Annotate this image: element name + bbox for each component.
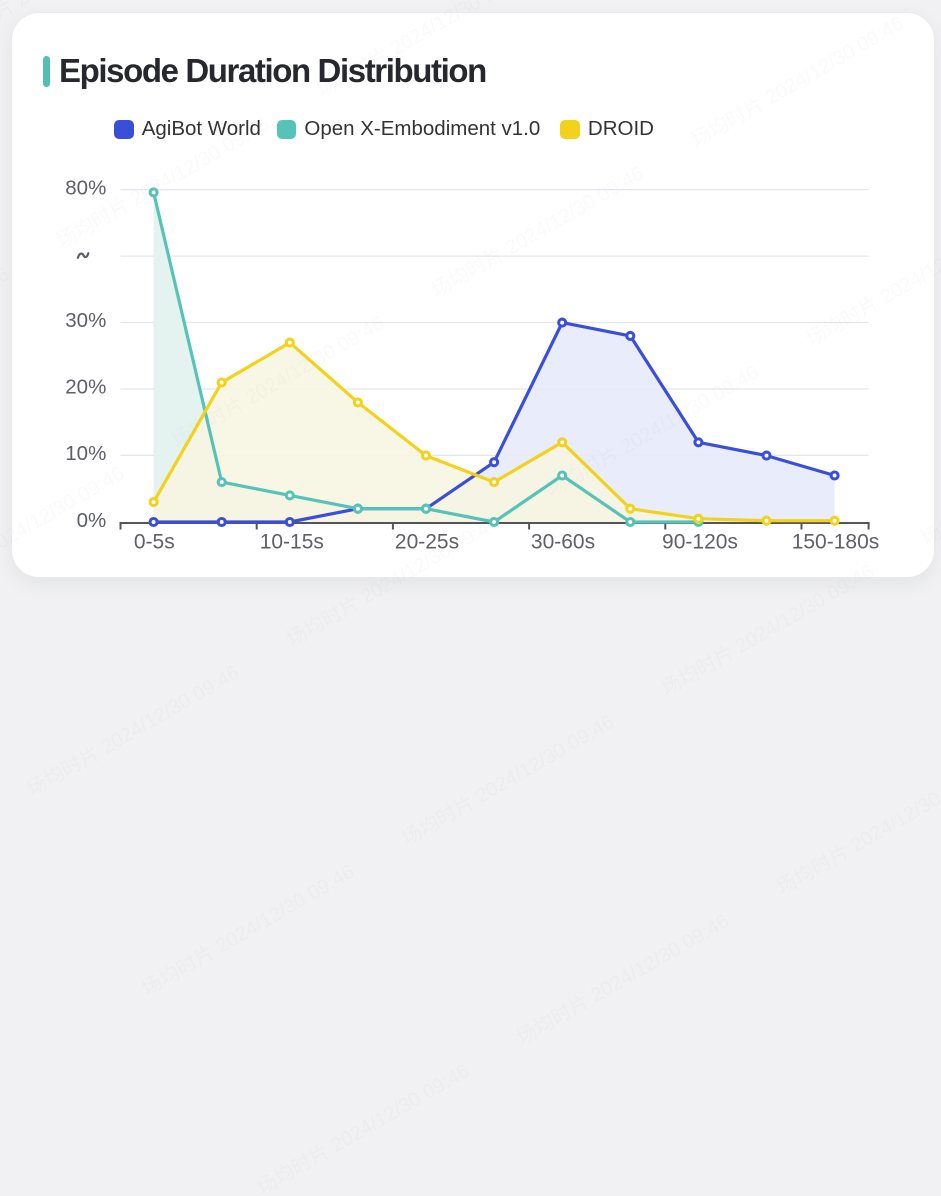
svg-text:90-120s: 90-120s <box>662 531 738 554</box>
svg-text:150-180s: 150-180s <box>792 531 880 554</box>
svg-text:10%: 10% <box>65 442 106 465</box>
svg-text:0%: 0% <box>77 509 107 532</box>
svg-text:20-25s: 20-25s <box>395 531 459 554</box>
svg-text:10-15s: 10-15s <box>260 531 324 554</box>
svg-text:20%: 20% <box>65 376 106 399</box>
svg-text:0-5s: 0-5s <box>134 531 175 554</box>
svg-text:30%: 30% <box>65 309 106 332</box>
svg-text:30-60s: 30-60s <box>531 531 595 554</box>
svg-text:80%: 80% <box>65 176 106 199</box>
